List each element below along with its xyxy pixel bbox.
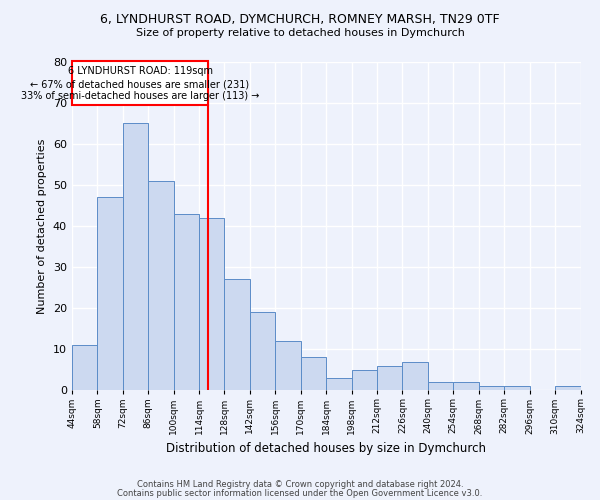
Text: Contains public sector information licensed under the Open Government Licence v3: Contains public sector information licen… — [118, 490, 482, 498]
Bar — [352, 370, 377, 390]
Bar — [301, 358, 326, 390]
Bar — [454, 382, 479, 390]
Bar — [428, 382, 454, 390]
Text: Size of property relative to detached houses in Dymchurch: Size of property relative to detached ho… — [136, 28, 464, 38]
Bar — [173, 214, 199, 390]
X-axis label: Distribution of detached houses by size in Dymchurch: Distribution of detached houses by size … — [166, 442, 486, 455]
Bar — [479, 386, 504, 390]
Bar — [504, 386, 530, 390]
Text: 6 LYNDHURST ROAD: 119sqm: 6 LYNDHURST ROAD: 119sqm — [68, 66, 212, 76]
Bar — [555, 386, 581, 390]
Bar — [97, 197, 123, 390]
Text: ← 67% of detached houses are smaller (231): ← 67% of detached houses are smaller (23… — [31, 79, 250, 89]
Bar — [72, 345, 97, 391]
Bar — [275, 341, 301, 390]
Bar — [199, 218, 224, 390]
Bar — [224, 280, 250, 390]
Text: 6, LYNDHURST ROAD, DYMCHURCH, ROMNEY MARSH, TN29 0TF: 6, LYNDHURST ROAD, DYMCHURCH, ROMNEY MAR… — [100, 12, 500, 26]
Y-axis label: Number of detached properties: Number of detached properties — [37, 138, 47, 314]
Bar — [123, 123, 148, 390]
Bar — [403, 362, 428, 390]
Bar — [72, 62, 208, 104]
Bar — [377, 366, 403, 390]
Bar — [326, 378, 352, 390]
Text: Contains HM Land Registry data © Crown copyright and database right 2024.: Contains HM Land Registry data © Crown c… — [137, 480, 463, 489]
Text: 33% of semi-detached houses are larger (113) →: 33% of semi-detached houses are larger (… — [21, 91, 259, 101]
Bar — [250, 312, 275, 390]
Bar — [148, 180, 173, 390]
